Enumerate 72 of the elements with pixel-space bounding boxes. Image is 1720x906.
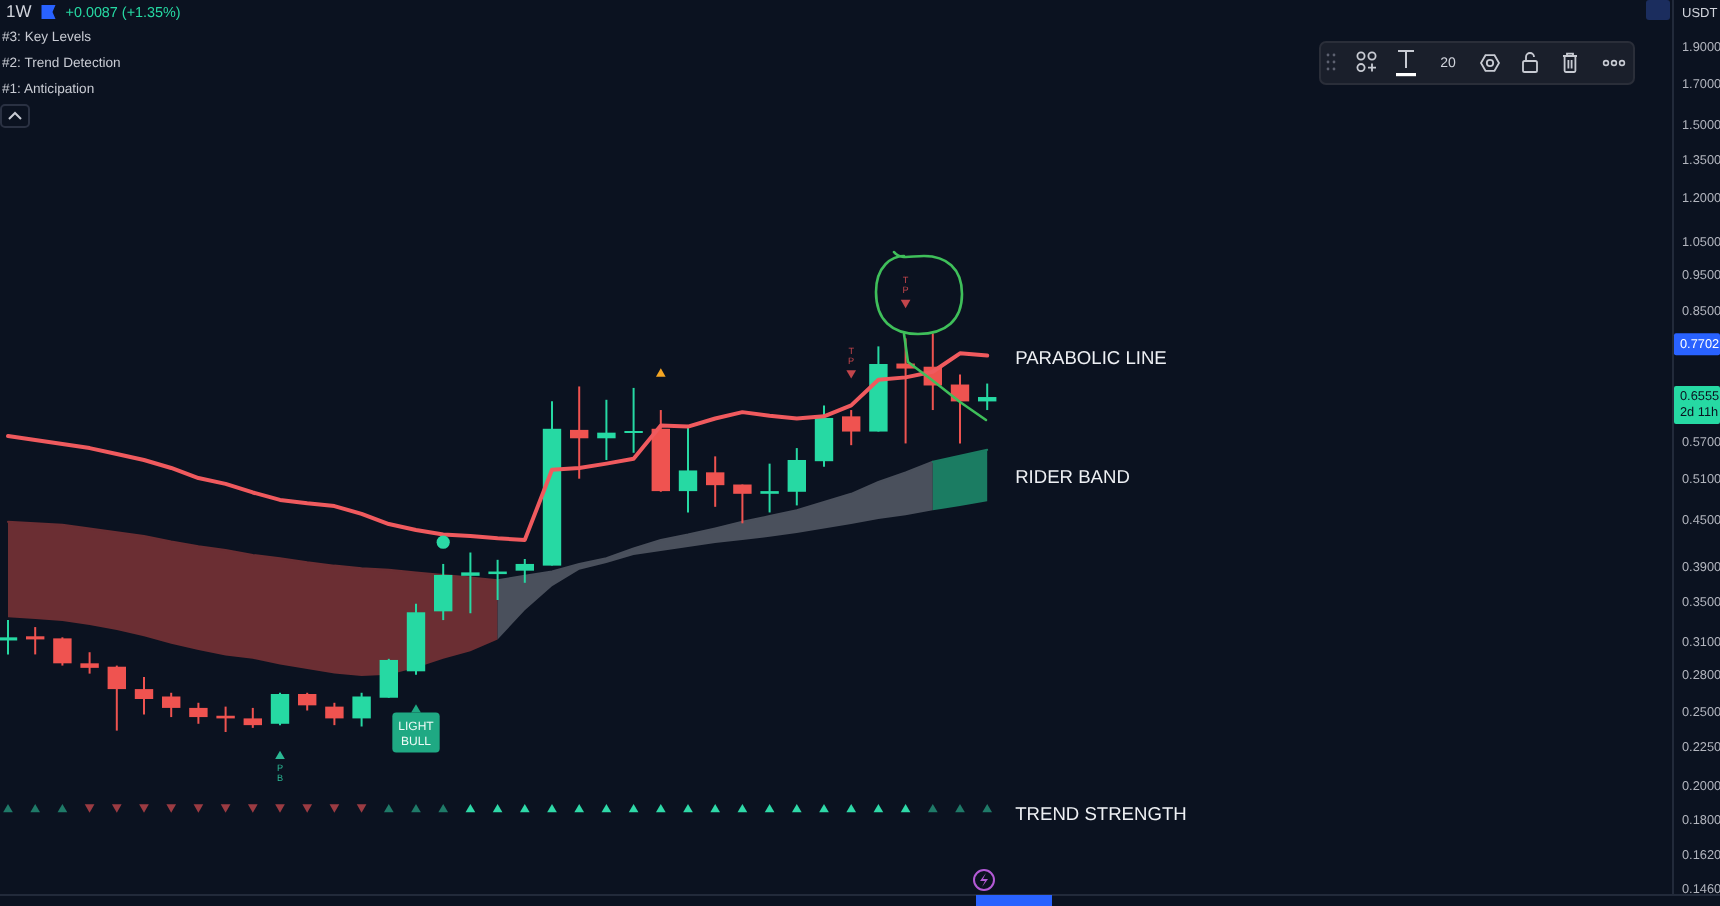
point — [275, 804, 285, 813]
point — [30, 803, 41, 813]
point — [275, 750, 285, 759]
candlestick — [0, 619, 18, 656]
candlestick — [706, 455, 725, 508]
point — [655, 368, 666, 377]
point — [628, 803, 639, 813]
point — [791, 803, 802, 813]
point — [764, 803, 775, 813]
candlestick — [842, 409, 861, 447]
candlestick — [461, 551, 480, 615]
point — [411, 803, 421, 813]
point — [547, 803, 557, 813]
point — [302, 804, 313, 813]
point — [819, 803, 829, 813]
point — [683, 803, 693, 813]
point — [465, 803, 476, 813]
candlestick — [243, 706, 262, 729]
point — [329, 804, 340, 813]
point — [737, 803, 748, 813]
candlestick — [678, 425, 698, 514]
candlestick — [80, 651, 99, 675]
point — [927, 803, 938, 813]
candlestick — [379, 657, 398, 699]
point — [57, 803, 68, 813]
candlestick — [107, 664, 126, 732]
point — [955, 803, 965, 813]
series-label: RIDER BAND — [1015, 467, 1131, 488]
point — [846, 803, 857, 813]
point — [601, 803, 612, 813]
candlestick — [570, 385, 589, 480]
point — [166, 804, 177, 813]
candlestick — [26, 626, 45, 656]
point — [356, 804, 367, 813]
candlestick — [515, 558, 534, 584]
candlestick — [53, 636, 72, 667]
candlestick — [597, 398, 616, 461]
candlestick — [814, 404, 834, 468]
point — [220, 804, 231, 813]
candlestick — [162, 691, 181, 719]
point — [519, 803, 530, 813]
point — [383, 803, 394, 813]
point — [574, 803, 585, 813]
point — [900, 299, 911, 309]
point — [438, 803, 449, 813]
series-label: PARABOLIC LINE — [1015, 348, 1167, 369]
point — [846, 370, 857, 379]
point — [111, 804, 122, 813]
point — [84, 804, 95, 813]
candlestick — [270, 691, 290, 727]
point — [982, 803, 993, 813]
point — [873, 803, 884, 813]
point — [492, 803, 503, 813]
point — [193, 804, 204, 813]
candlestick — [325, 701, 344, 727]
point — [3, 803, 13, 813]
candlestick — [787, 447, 806, 507]
chart-title: 1W — [6, 1, 32, 22]
point — [655, 803, 666, 813]
point — [411, 704, 421, 713]
point — [247, 804, 258, 813]
candlestick — [189, 701, 208, 725]
point — [710, 803, 721, 813]
candlestick — [760, 462, 779, 514]
candlestick — [733, 483, 752, 525]
point — [436, 535, 450, 549]
point — [139, 804, 149, 813]
candlestick — [434, 562, 453, 622]
candlestick — [624, 386, 643, 454]
candlestick — [352, 691, 371, 728]
point — [900, 803, 911, 813]
candlestick — [134, 676, 154, 716]
